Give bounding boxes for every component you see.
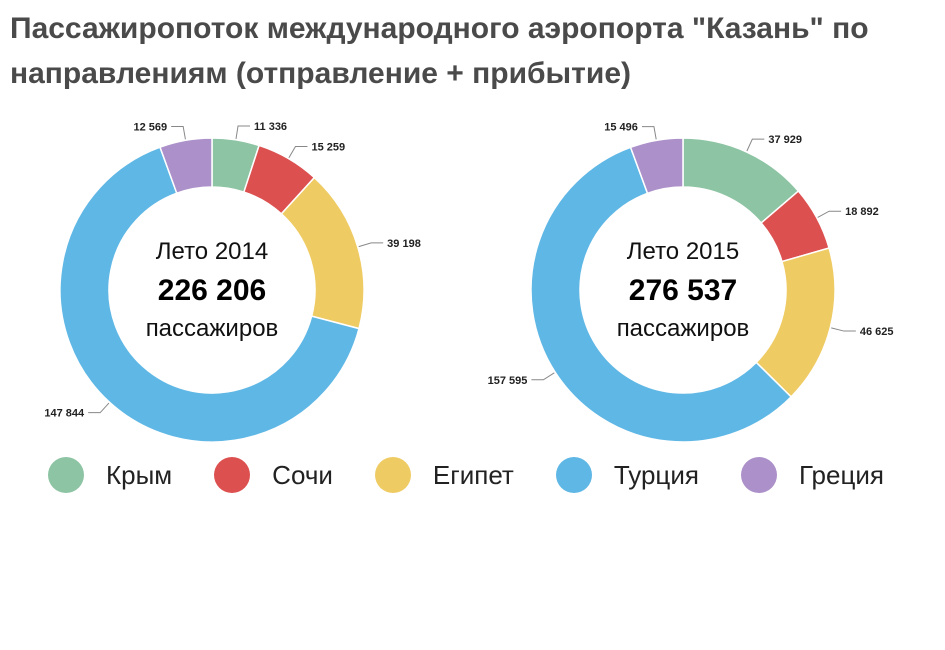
- donut2-value-label-egypt: 46 625: [860, 326, 894, 338]
- donut2-center-text-3: пассажиров: [617, 315, 750, 342]
- donut1-value-label-turkey: 147 844: [44, 408, 85, 420]
- legend-label-greece: Греция: [798, 459, 884, 490]
- legend-swatch-greece: [740, 457, 777, 493]
- donut2-slice-turkey: [530, 146, 793, 443]
- donut2-center-text-1: Лето 2015: [627, 238, 739, 265]
- donut1-center-text-1: Лето 2014: [156, 238, 268, 265]
- donut2-leader-turkey: [531, 372, 555, 381]
- legend-swatch-sochi: [214, 457, 251, 493]
- donut2-value-label-sochi: 18 892: [845, 206, 879, 218]
- legend-label-turkey: Турция: [613, 459, 699, 490]
- donut1-center-text-2: 226 206: [158, 274, 266, 307]
- legend-item-sochi: Сочи: [214, 457, 333, 493]
- donut1-value-label-greece: 12 569: [134, 122, 168, 134]
- legend-label-sochi: Сочи: [272, 459, 333, 490]
- donut2-leader-egypt: [831, 327, 856, 332]
- donut1-value-label-egypt: 39 198: [387, 238, 421, 250]
- legend-swatch-crimea: [48, 457, 84, 493]
- legend-swatch-turkey: [555, 457, 592, 493]
- donut1-slice-egypt: [280, 176, 365, 330]
- donut2-value-label-crimea: 37 929: [768, 134, 802, 146]
- donut2-value-label-greece: 15 496: [604, 122, 638, 134]
- donut1-leader-crimea: [235, 125, 251, 139]
- donut1-slice-greece: [159, 137, 213, 195]
- legend-label-egypt: Египет: [432, 459, 514, 490]
- legend-item-greece: Греция: [740, 457, 884, 493]
- donut2-leader-sochi: [817, 210, 842, 218]
- legend-swatch-egypt: [374, 457, 411, 493]
- donut1-leader-sochi: [288, 146, 308, 158]
- legend-item-turkey: Турция: [555, 457, 699, 493]
- donut1-center-text-3: пассажиров: [146, 315, 279, 342]
- donut2-leader-greece: [641, 126, 657, 140]
- legend-label-crimea: Крым: [106, 459, 173, 490]
- donut2-center-text-2: 276 537: [629, 274, 737, 307]
- donut1-slice-turkey: [59, 146, 360, 443]
- donut2-slice-greece: [629, 137, 684, 195]
- legend-item-crimea: Крым: [48, 457, 172, 493]
- legend: Крым Сочи Египет Турция Греция: [48, 455, 926, 495]
- donut1-leader-egypt: [358, 242, 384, 248]
- donut2-leader-crimea: [746, 138, 765, 152]
- donut2-value-label-turkey: 157 595: [488, 375, 528, 387]
- legend-item-egypt: Египет: [374, 457, 514, 493]
- donut1-leader-turkey: [88, 402, 110, 414]
- chart-title: Пассажиропоток международного аэропорта …: [10, 12, 869, 90]
- donut1-value-label-crimea: 11 336: [254, 121, 287, 133]
- donut1-value-label-sochi: 15 259: [311, 142, 345, 154]
- donut1-leader-greece: [171, 126, 186, 140]
